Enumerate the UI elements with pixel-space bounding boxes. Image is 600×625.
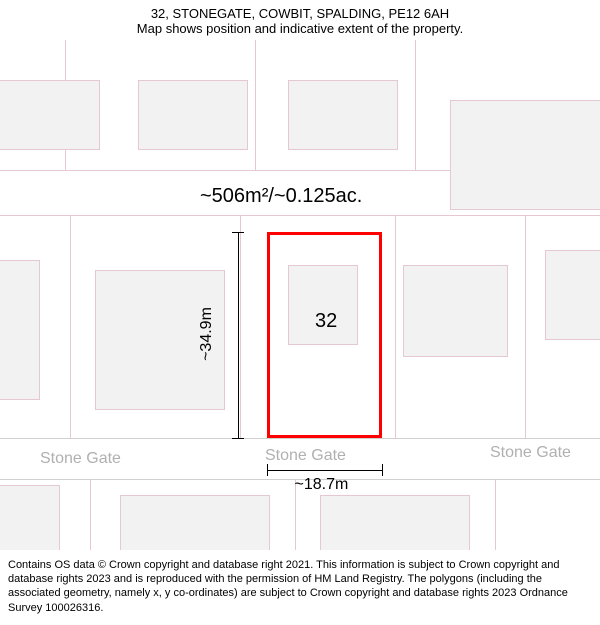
area-label: ~506m²/~0.125ac. (200, 185, 362, 208)
property-outline (267, 232, 382, 438)
dimension-tick (267, 464, 268, 476)
dimension-tick (382, 464, 383, 476)
building (120, 495, 270, 550)
building (0, 485, 60, 550)
building (403, 265, 508, 357)
dimension-tick (232, 232, 244, 233)
building (138, 80, 248, 150)
road-label: Stone Gate (490, 444, 571, 462)
parcel-boundary (255, 40, 256, 170)
road-label: Stone Gate (265, 447, 346, 465)
building (450, 100, 600, 210)
parcel-boundary (0, 215, 600, 216)
parcel-boundary (395, 215, 396, 440)
dimension-line-horizontal (267, 470, 382, 471)
width-label: ~18.7m (295, 476, 349, 494)
parcel-boundary (495, 480, 496, 550)
parcel-boundary (240, 215, 241, 440)
map-area: Stone Gate Stone Gate Stone Gate ~506m²/~0.… (0, 40, 600, 550)
height-label: ~34.9m (198, 307, 216, 361)
dimension-tick (232, 438, 244, 439)
building (320, 495, 470, 550)
dimension-line-vertical (238, 232, 239, 438)
building (0, 260, 40, 400)
parcel-boundary (415, 40, 416, 170)
parcel-boundary (90, 480, 91, 550)
header: 32, STONEGATE, COWBIT, SPALDING, PE12 6A… (0, 0, 600, 38)
house-number: 32 (315, 310, 337, 333)
subtitle: Map shows position and indicative extent… (10, 21, 590, 36)
parcel-boundary (525, 215, 526, 440)
address-title: 32, STONEGATE, COWBIT, SPALDING, PE12 6A… (10, 6, 590, 21)
copyright-footer: Contains OS data © Crown copyright and d… (0, 552, 600, 625)
building (545, 250, 600, 340)
building (288, 80, 398, 150)
parcel-boundary (70, 215, 71, 440)
building (0, 80, 100, 150)
road-label: Stone Gate (40, 450, 121, 468)
